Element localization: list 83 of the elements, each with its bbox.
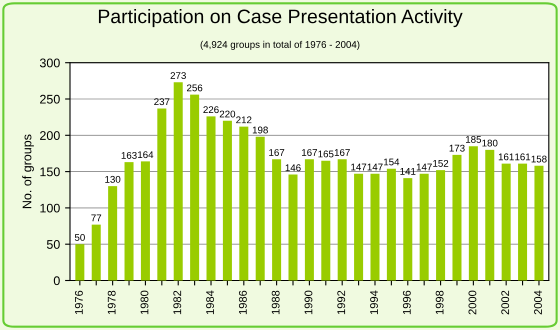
bar [354,174,364,280]
y-tick-label: 0 [54,276,60,286]
data-label: 165 [318,150,334,158]
x-tick-label: 1986 [238,290,247,314]
bar [321,160,330,280]
data-label: 198 [252,126,268,134]
bar [288,174,298,280]
bar [420,174,429,280]
data-label: 147 [416,164,432,170]
x-tick-label: 1992 [337,290,346,314]
data-label: 185 [466,136,482,143]
bar [370,174,380,280]
data-label: 167 [269,149,284,156]
data-label: 161 [515,153,530,160]
bar [436,170,446,280]
y-tick-label: 200 [40,131,60,140]
bar [468,146,478,280]
bar [190,94,200,280]
chart-title: Participation on Case Presentation Activity [98,9,463,28]
bar [92,224,101,280]
y-tick-label: 50 [46,240,60,249]
x-tick-label: 1982 [173,290,182,314]
bar [75,244,84,280]
bar [452,154,462,280]
bar [174,82,183,280]
bar [534,166,544,280]
bar [239,126,248,280]
bar [206,116,216,280]
x-tick-label: 1994 [370,290,378,314]
bar [108,186,118,280]
data-label: 180 [482,140,498,147]
data-label: 226 [203,106,219,114]
data-label: 164 [138,151,154,158]
x-tick-label: 1990 [304,290,312,314]
x-tick-label: 2000 [468,290,476,314]
x-tick-label: 1996 [402,290,411,314]
data-label: 147 [351,164,366,170]
bar [157,108,166,280]
x-tick-label: 1998 [436,290,444,314]
x-tick-label: 1988 [272,290,280,314]
data-label: 220 [220,110,236,118]
y-tick-label: 150 [40,167,60,176]
bar [386,168,396,280]
data-label: 173 [450,144,465,152]
bar [304,159,314,280]
data-label: 167 [302,149,318,156]
data-label: 237 [154,98,170,106]
data-label: 273 [170,72,186,79]
bar [256,136,265,280]
data-label: 146 [286,164,301,172]
data-label: 154 [384,158,400,166]
bar [140,161,150,280]
data-label: 256 [187,84,202,92]
bar [124,162,134,280]
data-label: 212 [236,116,252,124]
data-label: 163 [122,152,137,159]
data-label: 158 [532,156,547,162]
data-label: 161 [498,153,514,160]
data-label: 147 [368,164,383,170]
x-tick-label: 2004 [534,290,542,314]
data-label: 130 [105,176,120,183]
bar [502,164,511,280]
chart-subtitle: (4,924 groups in total of 1976 - 2004) [200,40,360,50]
bar [485,150,494,280]
bar [518,164,528,280]
bar [403,178,412,280]
x-tick-label: 1980 [140,290,148,314]
y-tick-label: 100 [40,204,60,213]
x-tick-label: 1984 [206,290,214,314]
data-label: 152 [433,160,448,167]
x-tick-label: 2002 [501,290,510,314]
bar [222,120,232,280]
x-tick-label: 1976 [74,290,83,314]
y-tick-label: 250 [40,94,60,104]
data-label: 141 [400,168,416,175]
bar [272,159,282,280]
bar [338,159,347,280]
y-tick-label: 300 [40,58,60,68]
x-tick-label: 1978 [108,290,116,314]
y-axis-title: No. of groups [22,134,34,208]
data-label: 77 [91,214,102,222]
data-label: 167 [334,149,350,156]
data-label: 50 [74,234,85,241]
